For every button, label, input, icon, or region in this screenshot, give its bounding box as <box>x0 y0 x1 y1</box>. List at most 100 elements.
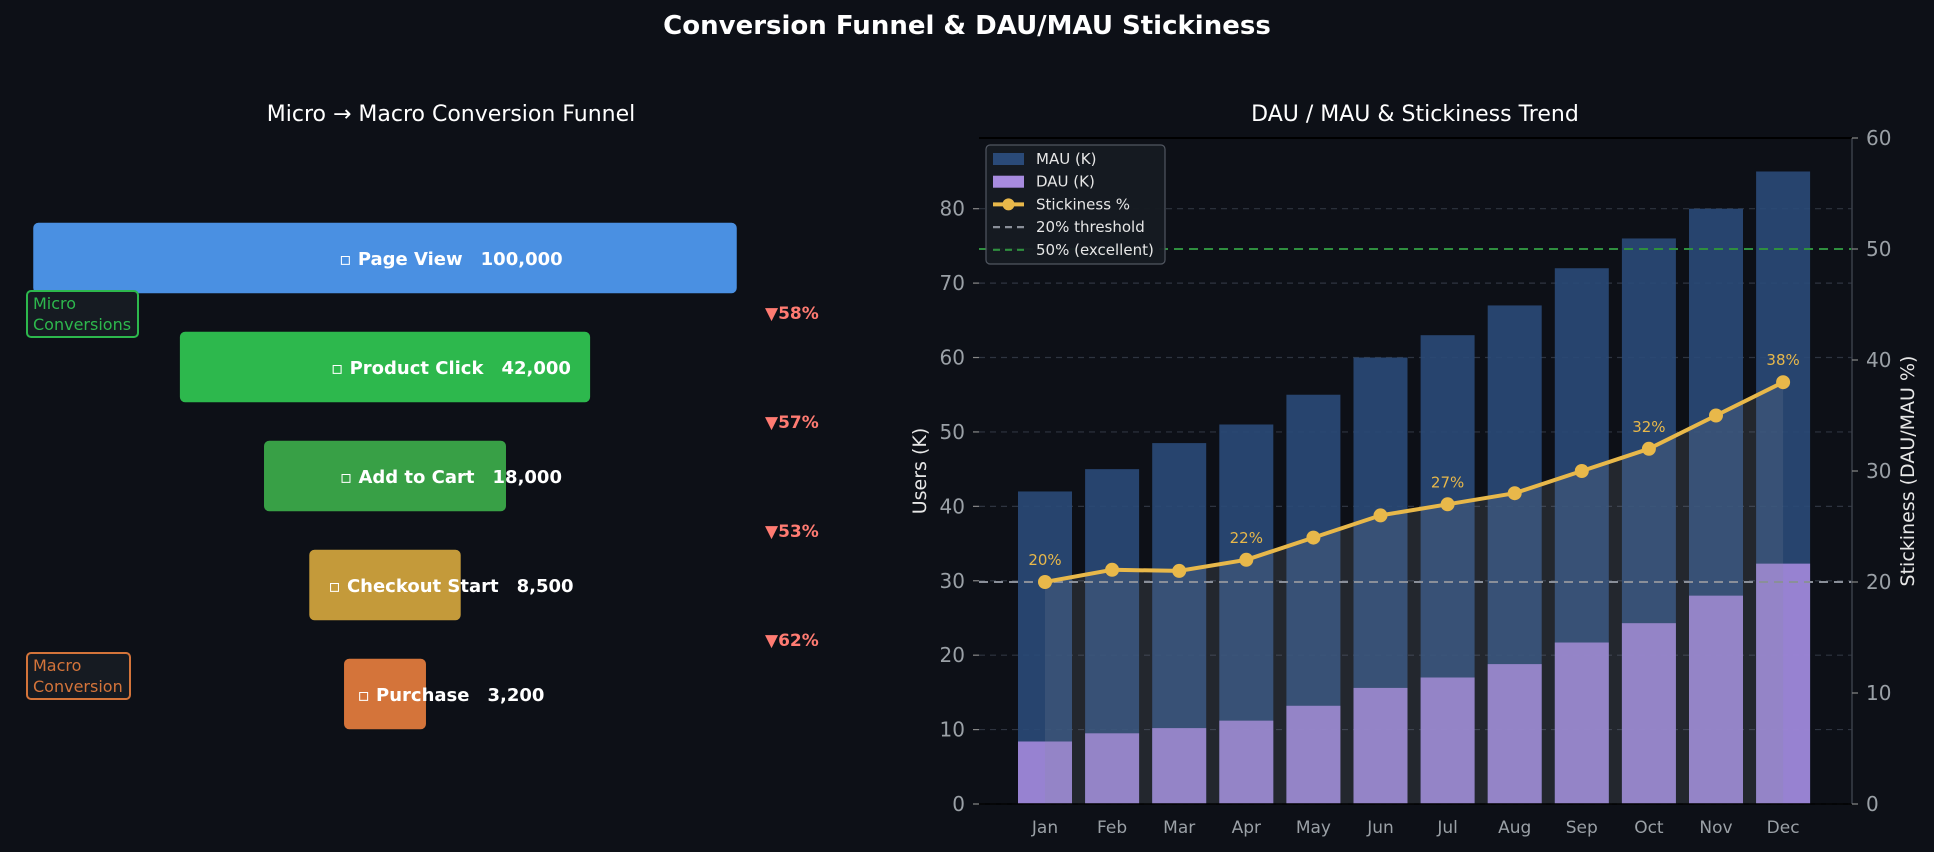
ytick-right-label: 60 <box>1866 126 1891 150</box>
stage-value: 42,000 <box>501 358 570 379</box>
y-axis-label: Users (K) <box>909 428 931 515</box>
stickiness-point <box>1172 563 1187 578</box>
trend-chart: DAU / MAU & Stickiness Trend 20% 22% 27% 32… <box>909 102 1919 838</box>
ytick-right-label: 30 <box>1866 459 1891 483</box>
funnel-stage-label: ▫ Purchase 3,200 <box>358 685 545 706</box>
stickiness-point <box>1709 408 1723 423</box>
legend-label: DAU (K) <box>1036 173 1095 191</box>
dau-bar <box>1286 705 1341 804</box>
trend-title: DAU / MAU & Stickiness Trend <box>1251 102 1579 127</box>
legend-label: Stickiness % <box>1036 195 1130 213</box>
legend-marker <box>1002 198 1015 211</box>
dau-bar <box>1018 741 1072 804</box>
dau-bar <box>1420 677 1475 804</box>
stage-value: 8,500 <box>517 576 574 597</box>
micro-annotation: Micro Conversions <box>26 290 139 338</box>
funnel-stages: ▫ Page View 100,000▫ Product Click 42,000▫… <box>31 221 739 731</box>
funnel-stage-label: ▫ Add to Cart 18,000 <box>340 467 562 488</box>
legend-item: 50% (excellent) <box>993 241 1154 259</box>
funnel-stage: ▫ Page View 100,000 <box>31 221 739 295</box>
dropoff-label: ▼58% <box>765 304 819 324</box>
funnel-bar <box>307 548 463 622</box>
stickiness-point-label: 22% <box>1230 529 1263 547</box>
ytick-label: 70 <box>940 271 965 295</box>
stickiness-area <box>1045 382 1784 804</box>
legend-swatch <box>993 175 1024 188</box>
xtick-label: Jun <box>1366 818 1394 838</box>
xtick-label: Mar <box>1163 818 1195 838</box>
stage-value: 3,200 <box>487 685 544 706</box>
funnel-annotations: Micro Conversions Macro Conversion <box>26 290 139 700</box>
ytick-label: 40 <box>940 494 965 518</box>
axes: 0 10 20 30 40 50 60 70 80 0 10 20 30 40 50 60 Jan Feb Mar A… <box>909 126 1919 838</box>
dau-bar <box>1554 642 1609 804</box>
funnel-stage-label: ▫ Checkout Start 8,500 <box>328 576 573 597</box>
legend-label: MAU (K) <box>1036 150 1097 168</box>
stickiness-point-label: 27% <box>1431 473 1464 491</box>
stickiness-point <box>1440 497 1455 512</box>
funnel-stage: ▫ Checkout Start 8,500 <box>307 548 574 622</box>
stage-name: Page View <box>358 249 463 270</box>
card-icon: ▫ <box>328 576 346 597</box>
funnel-bar <box>342 657 428 731</box>
legend-item: 20% threshold <box>993 218 1145 236</box>
dau-bar <box>1756 563 1811 804</box>
xtick-label: Apr <box>1232 818 1261 838</box>
stickiness-point <box>1306 530 1321 545</box>
legend-item: Stickiness % <box>993 195 1130 213</box>
ytick-right-label: 50 <box>1866 237 1891 261</box>
legend-item: DAU (K) <box>993 173 1095 191</box>
stickiness-point-label: 38% <box>1766 351 1799 369</box>
dropoff-label: ▼57% <box>765 413 819 433</box>
stage-name: Product Click <box>350 358 485 379</box>
stickiness-point <box>1507 486 1522 501</box>
stage-name: Add to Cart <box>358 467 474 488</box>
ytick-label: 20 <box>940 643 965 667</box>
xtick-label: May <box>1296 818 1331 838</box>
stage-value: 18,000 <box>493 467 562 488</box>
legend-label: 50% (excellent) <box>1036 241 1154 259</box>
stickiness-point <box>1776 375 1791 390</box>
stickiness-point-label: 32% <box>1632 418 1665 436</box>
xtick-label: Feb <box>1097 818 1127 838</box>
funnel-bar <box>262 439 508 513</box>
stickiness-line: 20% 22% 27% 32% 38% <box>1028 351 1800 589</box>
xtick-label: Sep <box>1566 818 1598 838</box>
funnel-stage: ▫ Product Click 42,000 <box>178 330 592 404</box>
dau-bar <box>1219 720 1274 804</box>
dau-bar <box>1085 733 1140 804</box>
dropoff-label: ▼53% <box>765 522 819 542</box>
macro-annotation-text: Macro Conversion <box>33 656 123 696</box>
funnel-stage-label: ▫ Product Click 42,000 <box>331 358 571 379</box>
macro-annotation-box <box>26 652 131 700</box>
xtick-label: Nov <box>1699 818 1732 838</box>
micro-annotation-text: Micro Conversions <box>33 294 131 334</box>
bars <box>1018 171 1811 804</box>
stage-value: 100,000 <box>481 249 563 270</box>
stickiness-polyline <box>1044 380 1784 584</box>
funnel-stage-label: ▫ Page View 100,000 <box>339 249 562 270</box>
legend-box <box>985 144 1166 265</box>
ytick-right-label: 0 <box>1866 792 1879 816</box>
macro-annotation: Macro Conversion <box>26 652 131 700</box>
xtick-label: Aug <box>1498 818 1531 838</box>
stickiness-point <box>1574 464 1589 478</box>
stage-name: Purchase <box>376 685 469 706</box>
funnel-bar <box>178 330 592 404</box>
legend-swatch <box>993 153 1024 165</box>
stickiness-point <box>1239 552 1254 567</box>
xtick-label: Dec <box>1767 818 1800 838</box>
ytick-label: 80 <box>940 197 965 221</box>
stickiness-point <box>1038 575 1052 589</box>
micro-annotation-box <box>26 290 139 338</box>
ytick-label: 60 <box>940 346 965 370</box>
ytick-right-label: 20 <box>1866 570 1891 594</box>
funnel-title: Micro → Macro Conversion Funnel <box>267 102 635 127</box>
threshold-lines <box>979 248 1852 583</box>
stickiness-point <box>1641 441 1656 456</box>
dau-bar <box>1689 595 1743 804</box>
funnel-dropoffs: ▼58% ▼57% ▼53% ▼62% <box>765 304 819 651</box>
figure-title: Conversion Funnel & DAU/MAU Stickiness <box>663 11 1271 41</box>
